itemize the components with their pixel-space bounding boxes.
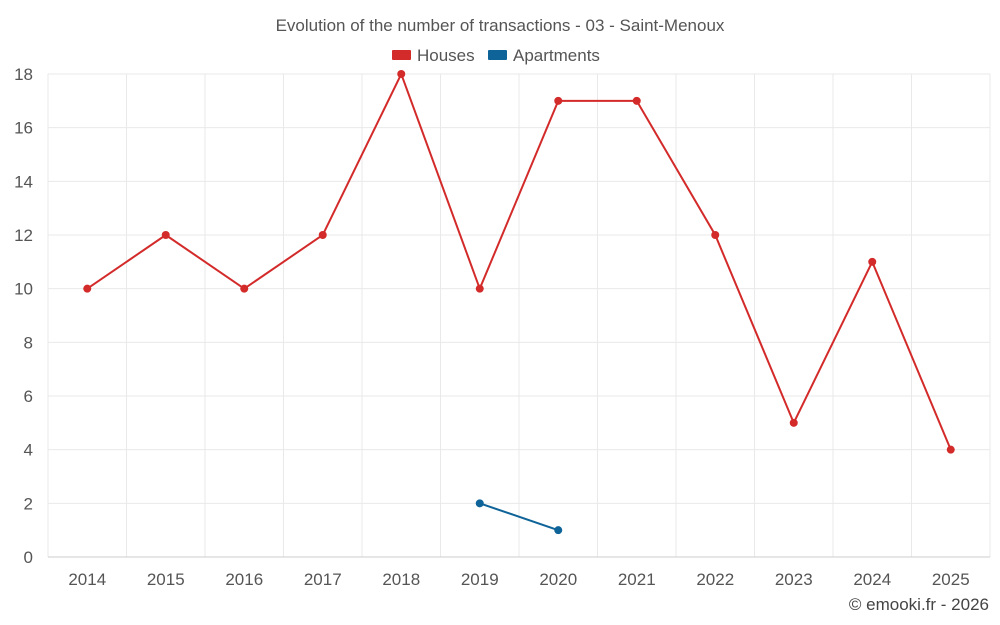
series-line-houses [86, 71, 952, 451]
x-tick-label: 2015 [147, 570, 185, 589]
x-tick-label: 2024 [853, 570, 891, 589]
legend-label-houses: Houses [417, 46, 475, 65]
grid [47, 73, 991, 557]
y-tick-label: 0 [24, 548, 33, 567]
data-point-houses[interactable] [475, 284, 484, 293]
data-point-houses[interactable] [711, 231, 720, 239]
data-point-houses[interactable] [789, 418, 798, 427]
x-tick-label: 2020 [539, 570, 577, 589]
y-tick-label: 12 [14, 226, 33, 245]
y-tick-label: 14 [14, 172, 33, 191]
x-tick-label: 2017 [304, 570, 342, 589]
chart-title: Evolution of the number of transactions … [276, 16, 725, 35]
data-point-houses[interactable] [397, 70, 406, 78]
series-layer [83, 70, 955, 535]
y-tick-label: 4 [24, 441, 33, 460]
x-tick-label: 2019 [461, 570, 499, 589]
y-axis: 0 2 4 6 8 10 12 14 16 18 [14, 65, 33, 567]
y-tick-label: 6 [24, 387, 33, 406]
x-tick-label: 2021 [618, 570, 656, 589]
y-tick-label: 8 [24, 333, 33, 352]
y-tick-label: 2 [24, 494, 33, 513]
x-tick-label: 2016 [225, 570, 263, 589]
y-tick-label: 16 [14, 119, 33, 138]
legend-item-apartments[interactable]: Apartments [488, 46, 600, 65]
data-point-apartments[interactable] [475, 499, 484, 508]
x-tick-label: 2018 [382, 570, 420, 589]
data-point-houses[interactable] [83, 284, 92, 293]
y-tick-label: 10 [14, 280, 33, 299]
legend-swatch-apartments [488, 50, 507, 60]
data-point-houses[interactable] [632, 96, 641, 105]
x-axis: 2014 2015 2016 2017 2018 2019 2020 2021 2022 2023… [48, 556, 990, 589]
legend-label-apartments: Apartments [513, 46, 600, 65]
series-apartments [475, 499, 563, 535]
data-point-apartments[interactable] [554, 526, 563, 535]
x-tick-label: 2022 [696, 570, 734, 589]
data-point-houses[interactable] [554, 96, 563, 105]
legend: Houses Apartments [392, 46, 600, 65]
credit-text: © emooki.fr - 2026 [849, 595, 989, 614]
series-houses [83, 70, 955, 454]
legend-item-houses[interactable]: Houses [392, 46, 475, 65]
legend-swatch-houses [392, 50, 411, 60]
data-point-houses[interactable] [240, 284, 249, 293]
x-tick-label: 2014 [68, 570, 106, 589]
data-point-houses[interactable] [161, 231, 170, 239]
data-point-houses[interactable] [946, 445, 955, 454]
data-point-houses[interactable] [868, 257, 877, 266]
y-tick-label: 18 [14, 65, 33, 84]
x-tick-label: 2025 [932, 570, 970, 589]
series-line-apartments [479, 502, 559, 532]
data-point-houses[interactable] [318, 231, 327, 239]
x-tick-label: 2023 [775, 570, 813, 589]
